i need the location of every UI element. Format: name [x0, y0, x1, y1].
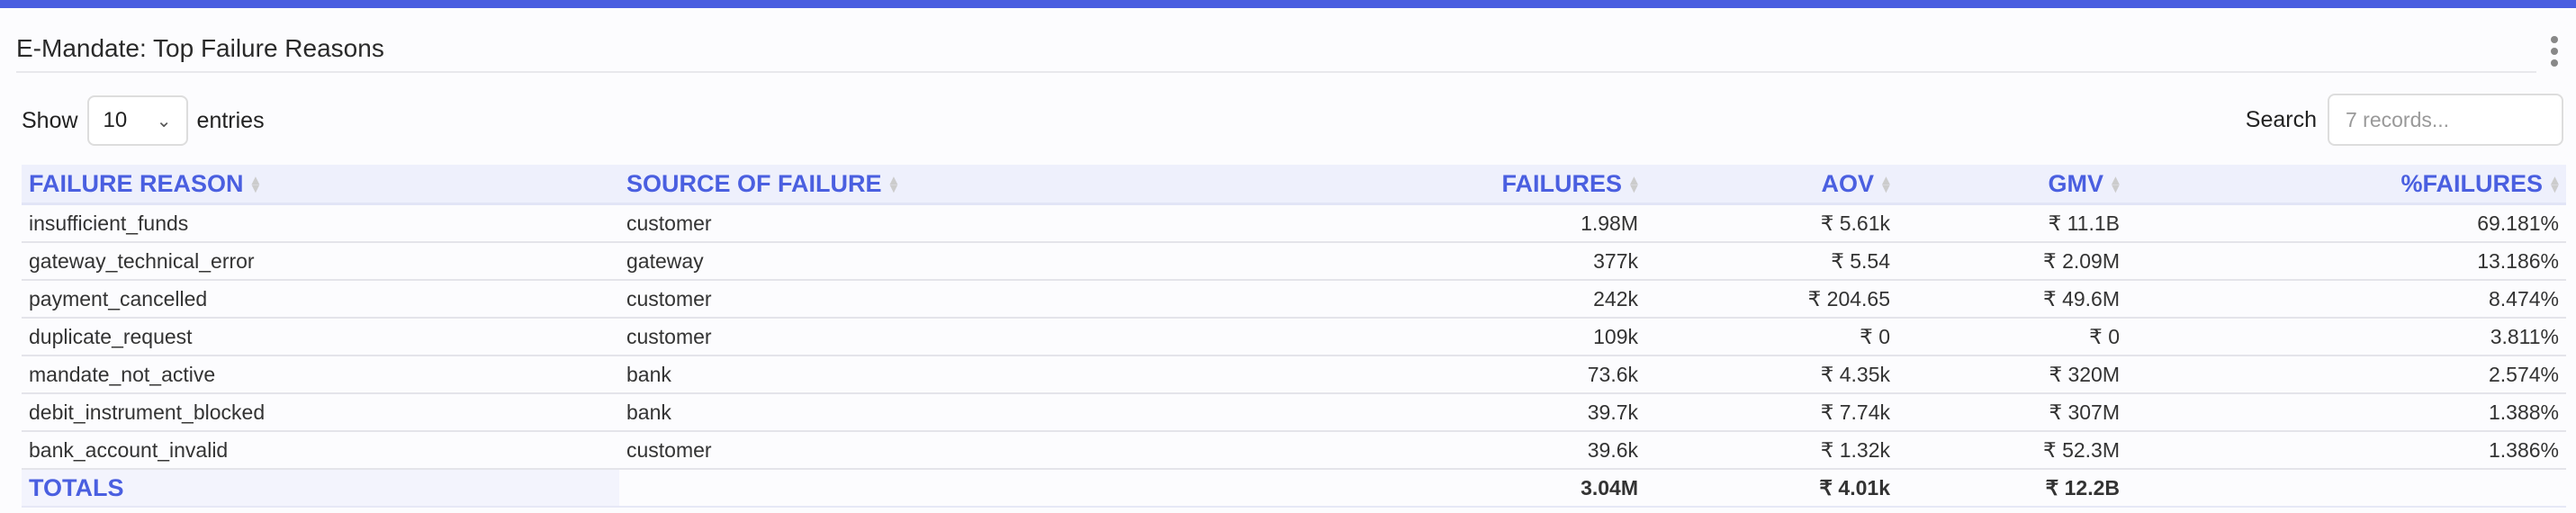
column-header-label: GMV [2048, 169, 2103, 197]
column-header-source-of-failure[interactable]: SOURCE OF FAILURE ▲ ▼ [619, 165, 979, 205]
table-cell: debit_instrument_blocked [22, 393, 619, 432]
show-label: Show [22, 107, 78, 133]
totals-gmv: ₹ 12.2B [1897, 469, 2127, 508]
table-cell: 1.98M [979, 203, 1645, 243]
search-label: Search [2245, 106, 2317, 132]
entries-select[interactable]: 10 ⌄ [86, 95, 188, 146]
table-cell: customer [619, 318, 979, 356]
table-cell: ₹ 307M [1897, 393, 2127, 432]
table-row: mandate_not_active bank 73.6k ₹ 4.35k ₹ 320M… [22, 356, 2566, 394]
sort-icon: ▲ ▼ [887, 173, 901, 197]
table-cell: bank_account_invalid [22, 431, 619, 470]
entries-label: entries [196, 107, 265, 133]
table-cell: 69.181% [2127, 203, 2566, 243]
search-control: Search [2246, 94, 2563, 146]
sort-icon: ▲ ▼ [248, 173, 263, 197]
table-cell: ₹ 5.54 [1645, 242, 1897, 281]
table-row: insufficient_funds customer 1.98M ₹ 5.61k ₹ … [22, 203, 2566, 243]
sort-icon: ▲ ▼ [2109, 173, 2122, 197]
table-cell: ₹ 0 [1645, 318, 1897, 356]
table-cell: ₹ 320M [1897, 356, 2127, 394]
totals-failures: 3.04M [979, 469, 1645, 508]
table-cell: ₹ 5.61k [1645, 203, 1897, 243]
table-cell: 39.6k [979, 431, 1645, 470]
table-cell: customer [619, 280, 979, 319]
table-cell: ₹ 2.09M [1897, 242, 2127, 281]
table-cell: bank [619, 356, 979, 394]
table-cell: 242k [979, 280, 1645, 319]
sort-icon: ▲ ▼ [1627, 173, 1641, 197]
table-row: debit_instrument_blocked bank 39.7k ₹ 7.74k… [22, 393, 2566, 432]
column-header-failure-reason[interactable]: FAILURE REASON ▲ ▼ [22, 165, 619, 205]
kebab-menu-icon[interactable] [2550, 36, 2559, 68]
table-cell: ₹ 4.35k [1645, 356, 1897, 394]
widget-title: E-Mandate: Top Failure Reasons [16, 34, 384, 62]
table-row: bank_account_invalid customer 39.6k ₹ 1.32k… [22, 431, 2566, 470]
table-cell: gateway [619, 242, 979, 281]
totals-empty [2127, 469, 2566, 508]
table-cell: 8.474% [2127, 280, 2566, 319]
table-row: payment_cancelled customer 242k ₹ 204.65 ₹ 4… [22, 280, 2566, 319]
sort-icon: ▲ ▼ [1879, 173, 1893, 197]
table-cell: ₹ 49.6M [1897, 280, 2127, 319]
entries-control: Show 10 ⌄ entries [22, 94, 265, 148]
table-cell: ₹ 204.65 [1645, 280, 1897, 319]
table-cell: 109k [979, 318, 1645, 356]
column-header-label: %FAILURES [2400, 169, 2543, 197]
table-cell: 1.386% [2127, 431, 2566, 470]
top-accent-bar [0, 0, 2576, 8]
totals-row: TOTALS 3.04M ₹ 4.01k ₹ 12.2B [22, 469, 2566, 508]
column-header-label: SOURCE OF FAILURE [626, 169, 882, 197]
totals-aov: ₹ 4.01k [1645, 469, 1897, 508]
table-cell: 3.811% [2127, 318, 2566, 356]
table-cell: ₹ 1.32k [1645, 431, 1897, 470]
table-cell: ₹ 7.74k [1645, 393, 1897, 432]
table-cell: ₹ 0 [1897, 318, 2127, 356]
totals-empty [619, 469, 979, 508]
table-cell: mandate_not_active [22, 356, 619, 394]
column-header-label: AOV [1821, 169, 1874, 197]
table-cell: gateway_technical_error [22, 242, 619, 281]
table-row: duplicate_request customer 109k ₹ 0 ₹ 0 3.811… [22, 318, 2566, 356]
column-header-aov[interactable]: AOV ▲ ▼ [1645, 165, 1897, 205]
chevron-down-icon: ⌄ [156, 111, 172, 131]
table-cell: 377k [979, 242, 1645, 281]
sort-icon: ▲ ▼ [2548, 173, 2562, 197]
column-header-gmv[interactable]: GMV ▲ ▼ [1897, 165, 2127, 205]
column-header-failures[interactable]: %FAILURES ▲ ▼ [2127, 165, 2566, 205]
table-cell: customer [619, 203, 979, 243]
table-cell: 2.574% [2127, 356, 2566, 394]
table-cell: 73.6k [979, 356, 1645, 394]
totals-label: TOTALS [22, 469, 619, 508]
column-header-label: FAILURES [1501, 169, 1622, 197]
column-header-failures[interactable]: FAILURES ▲ ▼ [979, 165, 1645, 205]
table-cell: ₹ 11.1B [1897, 203, 2127, 243]
entries-value: 10 [103, 108, 128, 132]
search-input[interactable] [2328, 94, 2563, 146]
table-cell: bank [619, 393, 979, 432]
column-header-label: FAILURE REASON [29, 169, 244, 197]
table-cell: payment_cancelled [22, 280, 619, 319]
failure-reasons-table: FAILURE REASON ▲ ▼ SOURCE OF FAILURE ▲ ▼ FAILU… [22, 165, 2566, 508]
table-cell: insufficient_funds [22, 203, 619, 243]
table-cell: ₹ 52.3M [1897, 431, 2127, 470]
table-cell: 39.7k [979, 393, 1645, 432]
table-cell: 13.186% [2127, 242, 2566, 281]
title-divider [16, 71, 2536, 73]
table-cell: 1.388% [2127, 393, 2566, 432]
table-cell: duplicate_request [22, 318, 619, 356]
table-cell: customer [619, 431, 979, 470]
table-row: gateway_technical_error gateway 377k ₹ 5.54… [22, 242, 2566, 281]
